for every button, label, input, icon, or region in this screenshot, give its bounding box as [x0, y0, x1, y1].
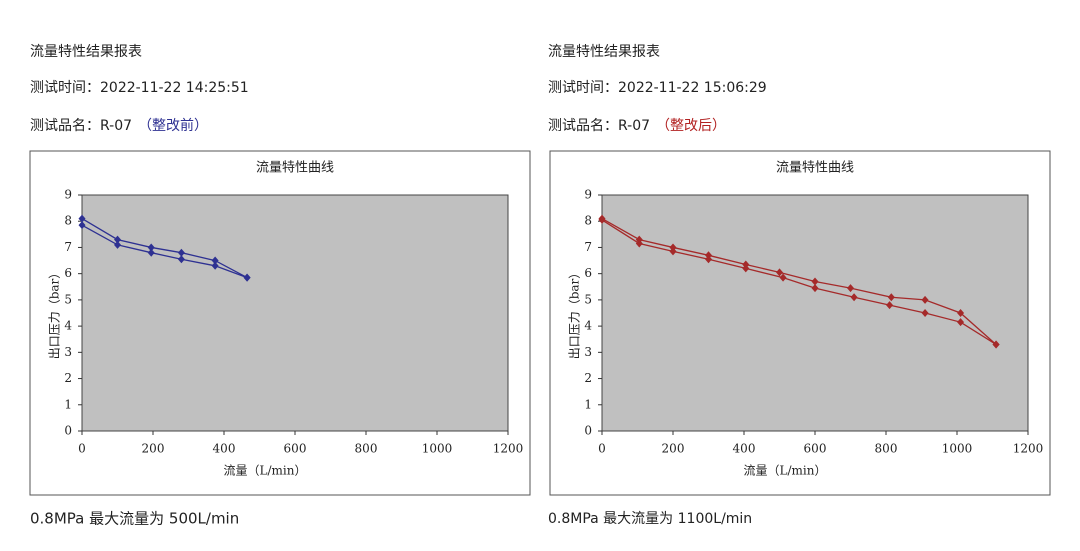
y-tick-label: 5: [584, 292, 592, 306]
y-tick-label: 6: [64, 266, 72, 280]
y-tick-label: 0: [584, 424, 592, 438]
data-point: [957, 318, 965, 327]
data-point: [177, 248, 185, 257]
y-axis-label: 出口压力（bar）: [48, 267, 62, 360]
chart-title: 流量特性曲线: [256, 161, 334, 176]
data-point: [78, 221, 86, 230]
data-point: [211, 256, 219, 265]
data-point: [779, 273, 787, 282]
x-tick-label: 600: [284, 442, 307, 456]
x-axis-label: 流量（L/min）: [224, 464, 307, 478]
data-point: [886, 301, 894, 310]
revision-note: （整改后）: [656, 118, 726, 134]
data-point: [635, 239, 643, 248]
y-tick-label: 8: [584, 214, 592, 228]
x-tick-label: 200: [662, 442, 685, 456]
data-point: [147, 248, 155, 257]
y-tick-label: 8: [64, 214, 72, 228]
revision-note: （整改前）: [138, 117, 208, 134]
x-tick-label: 800: [355, 442, 378, 456]
x-tick-label: 1200: [493, 442, 524, 456]
data-point: [177, 255, 185, 264]
footer-note: 0.8MPa 最大流量为 1100L/min: [548, 511, 752, 527]
y-tick-label: 3: [584, 345, 592, 359]
x-tick-label: 0: [598, 442, 606, 456]
data-point: [114, 235, 121, 244]
y-tick-label: 7: [584, 240, 592, 254]
y-tick-label: 1: [584, 397, 592, 411]
y-tick-label: 4: [584, 319, 592, 333]
test-time: 测试时间：2022-11-22 15:06:29: [548, 80, 767, 96]
series-line: [81, 224, 248, 279]
data-point: [776, 268, 783, 277]
y-tick-label: 7: [64, 240, 72, 254]
series-line: [601, 218, 997, 345]
plot-area: [81, 194, 509, 432]
x-tick-label: 600: [804, 442, 827, 456]
y-tick-label: 9: [584, 188, 592, 202]
data-point: [742, 264, 750, 273]
y-tick-label: 6: [584, 266, 592, 280]
data-point: [887, 293, 895, 302]
report-heading: 流量特性结果报表: [30, 44, 142, 60]
test-time: 测试时间：2022-11-22 14:25:51: [30, 80, 249, 96]
data-point: [78, 214, 86, 223]
data-point: [211, 261, 219, 270]
data-point: [114, 240, 121, 249]
x-tick-label: 0: [78, 442, 86, 456]
data-point: [847, 284, 854, 293]
data-point: [147, 243, 155, 252]
product-name: 测试品名：R-07: [30, 118, 132, 134]
series-line: [601, 219, 997, 346]
x-axis-label: 流量（L/min）: [744, 464, 827, 478]
x-tick-label: 1000: [422, 442, 453, 456]
data-point: [669, 247, 677, 256]
data-point: [811, 284, 819, 293]
x-tick-label: 400: [213, 442, 236, 456]
y-tick-label: 1: [64, 397, 72, 411]
data-point: [921, 295, 929, 304]
y-tick-label: 9: [64, 188, 72, 202]
data-point: [992, 340, 1000, 349]
x-tick-label: 1000: [942, 442, 973, 456]
y-tick-label: 4: [64, 319, 72, 333]
x-tick-label: 1200: [1013, 442, 1044, 456]
y-tick-label: 3: [64, 345, 72, 359]
x-tick-label: 800: [875, 442, 898, 456]
footer-note: 0.8MPa 最大流量为 500L/min: [30, 510, 239, 528]
y-tick-label: 2: [584, 371, 592, 385]
data-point: [921, 309, 929, 317]
data-point: [957, 309, 965, 317]
y-tick-label: 0: [64, 424, 72, 438]
x-tick-label: 400: [733, 442, 756, 456]
product-name: 测试品名：R-07: [548, 118, 650, 134]
y-tick-label: 5: [64, 292, 72, 306]
x-tick-label: 200: [142, 442, 165, 456]
data-point: [850, 293, 858, 302]
data-point: [598, 215, 606, 224]
data-point: [811, 277, 819, 286]
y-tick-label: 2: [64, 371, 72, 385]
plot-area: [601, 194, 1029, 432]
data-point: [705, 255, 712, 264]
series-line: [81, 218, 248, 279]
chart-title: 流量特性曲线: [776, 161, 854, 176]
data-point: [243, 273, 251, 282]
report-heading: 流量特性结果报表: [548, 44, 660, 60]
y-axis-label: 出口压力（bar）: [568, 267, 582, 360]
